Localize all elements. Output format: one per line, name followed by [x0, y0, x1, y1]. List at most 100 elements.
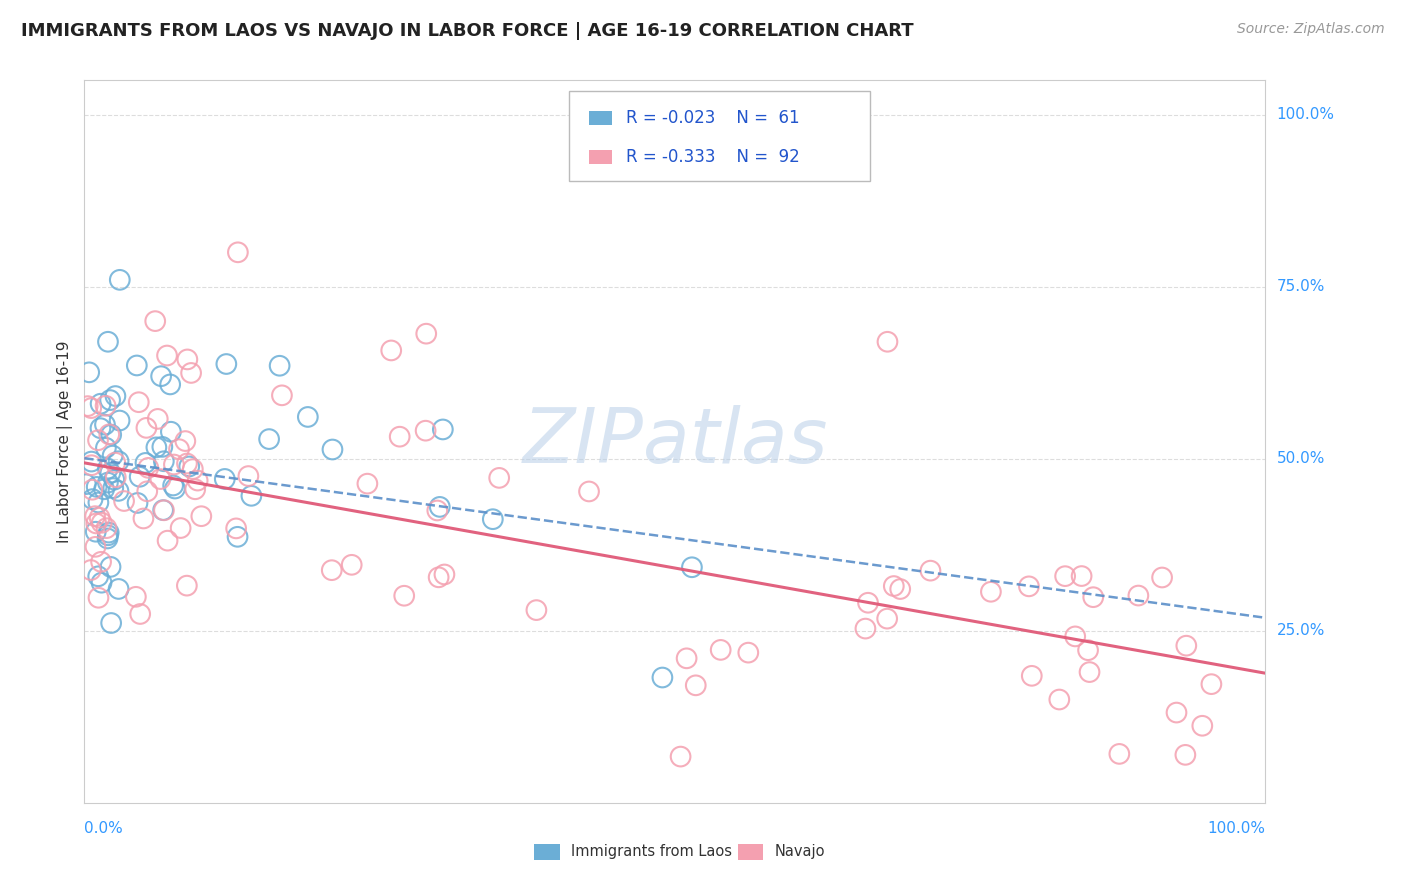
- Point: [84, 540, 107, 554]
- Point: [103, 481, 125, 495]
- Point: [1077, 643, 1099, 657]
- Point: [87, 591, 110, 605]
- Point: [980, 584, 1002, 599]
- Point: [94, 417, 117, 432]
- Point: [876, 612, 898, 626]
- Point: [433, 567, 456, 582]
- Point: [321, 563, 343, 577]
- Point: [93, 482, 115, 496]
- Point: [1021, 669, 1043, 683]
- Point: [187, 474, 209, 488]
- Point: [150, 369, 173, 384]
- Point: [77, 365, 100, 379]
- Point: [1166, 706, 1188, 720]
- Text: Navajo: Navajo: [775, 845, 825, 859]
- Point: [97, 525, 120, 540]
- Point: [125, 359, 148, 373]
- Point: [482, 512, 505, 526]
- Point: [184, 483, 207, 497]
- Point: [87, 495, 110, 509]
- Point: [108, 273, 131, 287]
- Point: [269, 359, 291, 373]
- Point: [415, 326, 437, 341]
- Point: [135, 421, 157, 435]
- Point: [432, 422, 454, 436]
- Point: [97, 461, 120, 475]
- Point: [1152, 570, 1174, 584]
- Point: [80, 454, 103, 468]
- Point: [156, 349, 179, 363]
- Point: [108, 413, 131, 427]
- Point: [889, 582, 911, 596]
- FancyBboxPatch shape: [568, 91, 870, 181]
- Point: [356, 476, 378, 491]
- Point: [1128, 589, 1150, 603]
- Point: [737, 646, 759, 660]
- Y-axis label: In Labor Force | Age 16-19: In Labor Force | Age 16-19: [58, 340, 73, 543]
- Point: [96, 521, 118, 535]
- Point: [87, 569, 110, 583]
- Point: [149, 472, 172, 486]
- Point: [107, 483, 129, 498]
- Point: [94, 441, 117, 455]
- Point: [82, 483, 104, 497]
- Point: [104, 470, 127, 484]
- Point: [163, 458, 186, 472]
- Point: [104, 456, 127, 470]
- Text: Source: ZipAtlas.com: Source: ZipAtlas.com: [1237, 22, 1385, 37]
- Text: 50.0%: 50.0%: [1277, 451, 1324, 467]
- FancyBboxPatch shape: [589, 150, 612, 164]
- Point: [97, 528, 120, 542]
- Point: [1047, 692, 1070, 706]
- Point: [297, 409, 319, 424]
- Point: [526, 603, 548, 617]
- Point: [159, 377, 181, 392]
- Point: [90, 555, 112, 569]
- Point: [152, 503, 174, 517]
- Point: [100, 427, 122, 442]
- Point: [180, 366, 202, 380]
- Point: [104, 389, 127, 403]
- Point: [143, 314, 166, 328]
- Point: [1191, 719, 1213, 733]
- Point: [1018, 579, 1040, 593]
- Point: [176, 352, 198, 367]
- Point: [90, 516, 112, 530]
- Point: [94, 399, 117, 413]
- Point: [710, 643, 733, 657]
- Point: [1070, 569, 1092, 583]
- Point: [240, 489, 263, 503]
- Point: [100, 560, 122, 574]
- Point: [96, 532, 118, 546]
- Point: [153, 503, 176, 517]
- Point: [107, 454, 129, 468]
- Point: [82, 492, 104, 507]
- Point: [388, 430, 411, 444]
- Point: [415, 424, 437, 438]
- Point: [179, 459, 201, 474]
- Text: 25.0%: 25.0%: [1277, 624, 1324, 639]
- Point: [136, 460, 159, 475]
- Text: R = -0.023    N =  61: R = -0.023 N = 61: [627, 109, 800, 127]
- Point: [80, 458, 103, 473]
- Point: [427, 570, 450, 584]
- Point: [226, 245, 249, 260]
- Point: [174, 434, 197, 448]
- Text: Immigrants from Laos: Immigrants from Laos: [571, 845, 733, 859]
- Point: [156, 533, 179, 548]
- FancyBboxPatch shape: [589, 111, 612, 125]
- Point: [1108, 747, 1130, 761]
- Point: [112, 494, 135, 508]
- Point: [238, 469, 260, 483]
- Point: [150, 440, 173, 454]
- Point: [883, 579, 905, 593]
- Point: [321, 442, 343, 457]
- Point: [98, 393, 121, 408]
- Point: [488, 471, 510, 485]
- Text: IMMIGRANTS FROM LAOS VS NAVAJO IN LABOR FORCE | AGE 16-19 CORRELATION CHART: IMMIGRANTS FROM LAOS VS NAVAJO IN LABOR …: [21, 22, 914, 40]
- Point: [153, 454, 176, 468]
- Point: [75, 477, 97, 491]
- Point: [1175, 639, 1198, 653]
- Text: 0.0%: 0.0%: [84, 821, 124, 836]
- Point: [669, 749, 692, 764]
